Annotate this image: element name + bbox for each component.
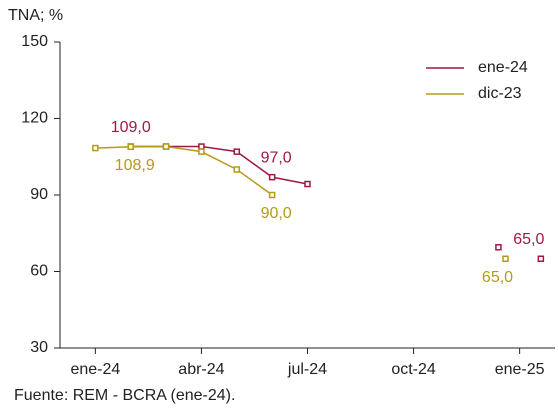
x-tick-label: abr-24 [178, 361, 224, 378]
point [198, 143, 205, 150]
point [537, 255, 545, 262]
point [268, 191, 276, 199]
point [198, 148, 205, 155]
y-tick-label: 90 [30, 186, 48, 203]
x-tick-label: ene-25 [495, 361, 545, 378]
point [127, 143, 134, 151]
legend-label: dic-23 [478, 85, 522, 102]
point [502, 255, 509, 262]
data-label: 65,0 [482, 269, 513, 286]
data-label: 108,9 [115, 157, 155, 174]
source: Fuente: REM - BCRA (ene-24). [14, 387, 235, 404]
y-axis-label: TNA; % [8, 7, 63, 24]
y-tick-label: 60 [30, 263, 48, 280]
x-tick-label: jul-24 [287, 361, 327, 378]
point [495, 244, 502, 251]
y-tick-label: 120 [21, 110, 48, 127]
data-label: 65,0 [513, 231, 544, 248]
y-tick-label: 150 [21, 33, 48, 50]
point [233, 148, 241, 155]
point [304, 180, 311, 188]
data-label: 109,0 [111, 119, 151, 136]
series-line [95, 145, 273, 196]
point [268, 173, 276, 181]
y-tick-label: 30 [30, 339, 48, 356]
x-tick-label: ene-24 [70, 361, 120, 378]
point [162, 143, 170, 150]
data-label: 90,0 [261, 205, 292, 222]
legend-label: ene-24 [478, 59, 528, 76]
point [92, 144, 99, 152]
x-tick-label: oct-24 [391, 361, 436, 378]
point [233, 166, 241, 173]
data-label: 97,0 [261, 149, 292, 166]
